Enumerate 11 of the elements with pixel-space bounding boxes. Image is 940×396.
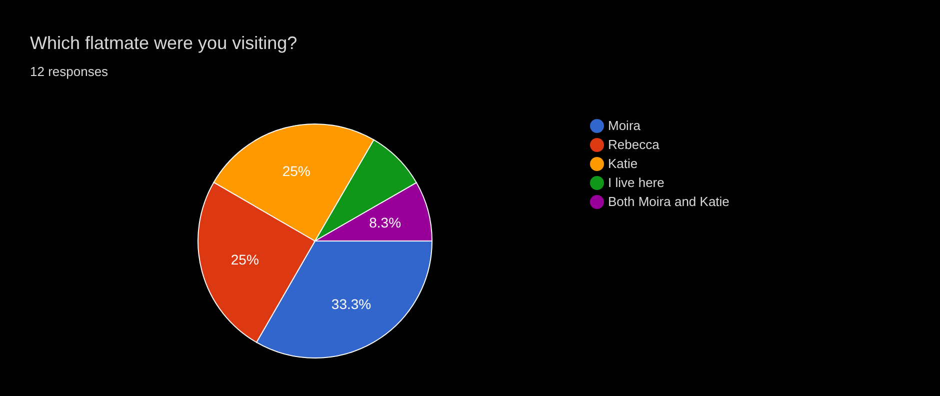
legend-label: Katie: [608, 156, 638, 171]
text: 12 responses: [30, 64, 108, 79]
data-label: 25%: [230, 252, 259, 268]
chart-title: Which flatmate were you visiting?: [30, 33, 298, 54]
legend-label: Moira: [608, 118, 641, 133]
legend-label: I live here: [608, 175, 664, 190]
legend-label: Both Moira and Katie: [608, 194, 730, 209]
legend-label: Rebecca: [608, 137, 660, 152]
data-label: 8.3%: [369, 214, 402, 230]
data-label: 25%: [282, 162, 310, 179]
data-label: 33.3%: [331, 296, 372, 312]
